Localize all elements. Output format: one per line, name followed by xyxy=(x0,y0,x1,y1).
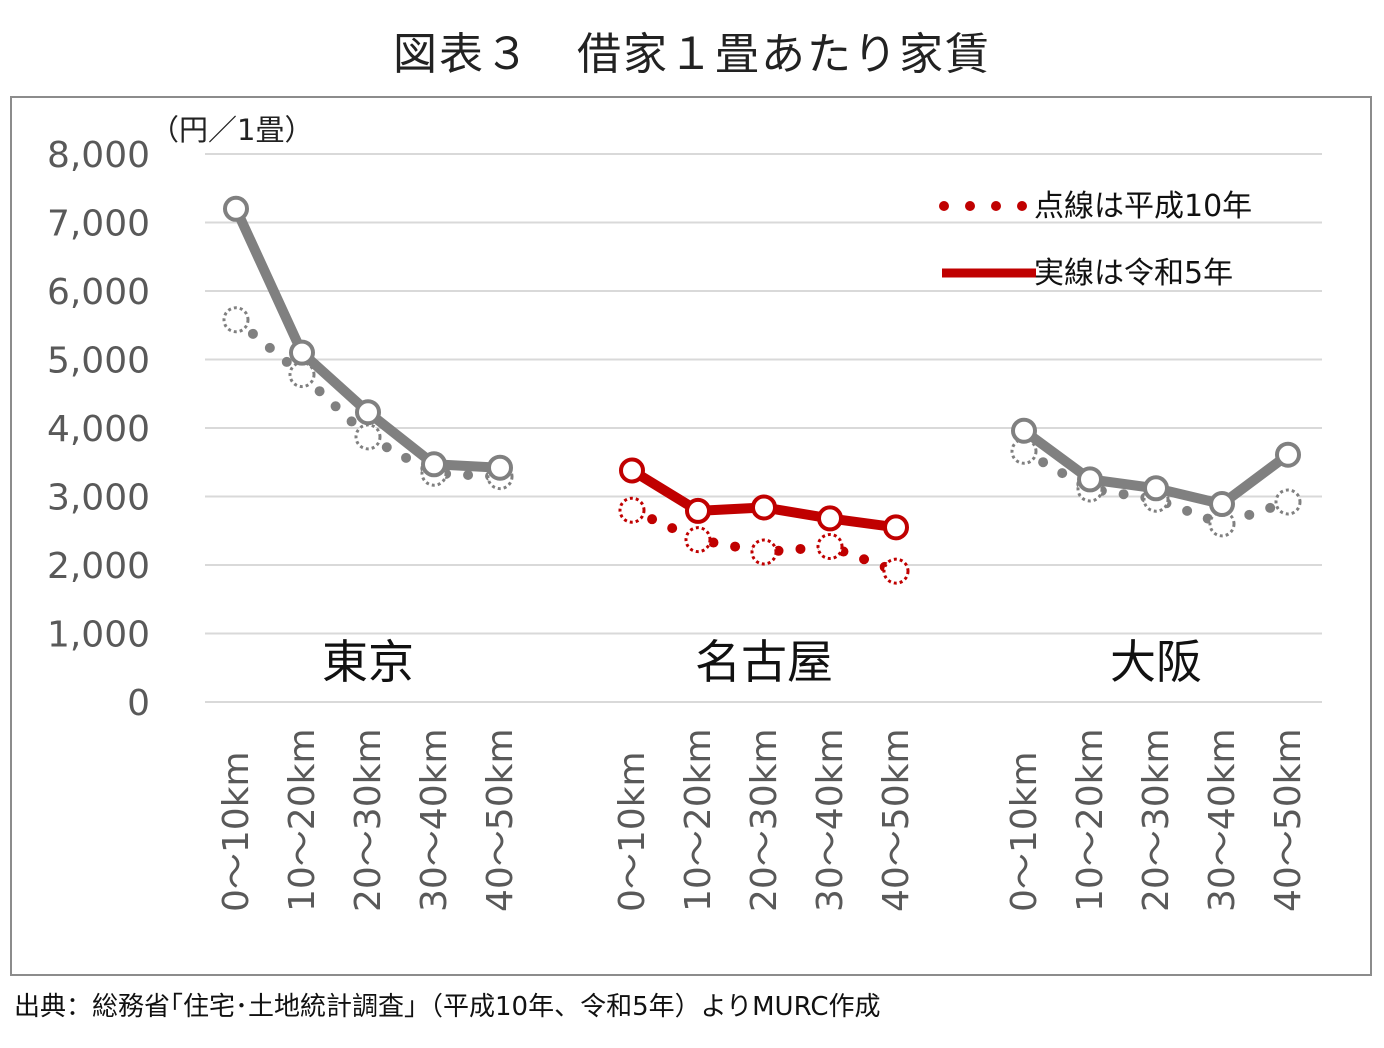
x-tick-label: 40～50km xyxy=(480,728,521,912)
group-label: 大阪 xyxy=(1110,635,1202,689)
data-point-reiwa5 xyxy=(355,399,381,426)
y-unit-label: （円／1畳） xyxy=(150,113,313,147)
x-tick-label: 0～10km xyxy=(612,751,653,912)
series-line-heisei10 xyxy=(627,505,901,577)
y-tick-label: 4,000 xyxy=(47,409,150,450)
legend-dot-marker xyxy=(991,201,1001,211)
data-point-heisei10 xyxy=(618,496,646,524)
data-point-reiwa5 xyxy=(421,451,447,478)
x-tick-label: 20～30km xyxy=(348,728,389,912)
x-tick-label: 30～40km xyxy=(1202,728,1243,912)
data-point-reiwa5 xyxy=(883,514,909,541)
group-label: 東京 xyxy=(322,635,414,689)
data-point-heisei10 xyxy=(354,423,382,451)
data-point-heisei10 xyxy=(750,538,778,566)
x-tick-label: 20～30km xyxy=(1136,728,1177,912)
legend-dot-marker xyxy=(965,201,975,211)
data-point-reiwa5 xyxy=(487,454,513,481)
y-tick-label: 7,000 xyxy=(47,204,150,245)
data-point-reiwa5 xyxy=(685,497,711,524)
data-point-heisei10 xyxy=(222,306,250,334)
legend-label-solid: 実線は令和5年 xyxy=(1034,256,1233,291)
data-point-reiwa5 xyxy=(1011,417,1037,444)
data-point-heisei10 xyxy=(1274,488,1302,516)
x-tick-label: 30～40km xyxy=(414,728,455,912)
legend-label-dotted: 点線は平成10年 xyxy=(1034,189,1252,224)
data-point-reiwa5 xyxy=(1143,475,1169,502)
x-tick-label: 0～10km xyxy=(1004,751,1045,912)
x-tick-label: 30～40km xyxy=(810,728,851,912)
data-point-heisei10 xyxy=(816,533,844,561)
data-point-reiwa5 xyxy=(289,339,315,366)
data-point-reiwa5 xyxy=(817,505,843,532)
data-point-reiwa5 xyxy=(1077,466,1103,493)
data-point-heisei10 xyxy=(882,557,910,585)
y-tick-label: 1,000 xyxy=(47,615,150,656)
data-point-reiwa5 xyxy=(619,457,645,484)
source-note: 出典：総務省｢住宅･土地統計調査｣（平成10年、令和5年）よりMURC作成 xyxy=(14,992,881,1022)
legend-dot-marker xyxy=(1017,201,1027,211)
x-tick-label: 10～20km xyxy=(678,728,719,912)
chart-title: 図表３ 借家１畳あたり家賃 xyxy=(393,29,991,80)
data-point-reiwa5 xyxy=(751,494,777,521)
y-tick-label: 5,000 xyxy=(47,341,150,382)
group-label: 名古屋 xyxy=(695,635,833,689)
x-tick-label: 10～20km xyxy=(1070,728,1111,912)
y-tick-label: 8,000 xyxy=(47,135,150,176)
chart-frame xyxy=(10,96,1372,976)
x-tick-label: 40～50km xyxy=(876,728,917,912)
y-tick-label: 6,000 xyxy=(47,272,150,313)
x-tick-label: 20～30km xyxy=(744,728,785,912)
legend-dot-marker xyxy=(939,201,949,211)
x-tick-label: 0～10km xyxy=(216,751,257,912)
data-point-reiwa5 xyxy=(1275,441,1301,468)
y-tick-label: 2,000 xyxy=(47,546,150,587)
x-tick-label: 10～20km xyxy=(282,728,323,912)
series-line-heisei10 xyxy=(231,314,505,482)
y-tick-label: 3,000 xyxy=(47,478,150,519)
x-tick-label: 40～50km xyxy=(1268,728,1309,912)
data-point-reiwa5 xyxy=(1209,491,1235,518)
data-point-heisei10 xyxy=(684,526,712,554)
y-tick-label: 0 xyxy=(127,683,150,724)
data-point-reiwa5 xyxy=(223,195,249,222)
